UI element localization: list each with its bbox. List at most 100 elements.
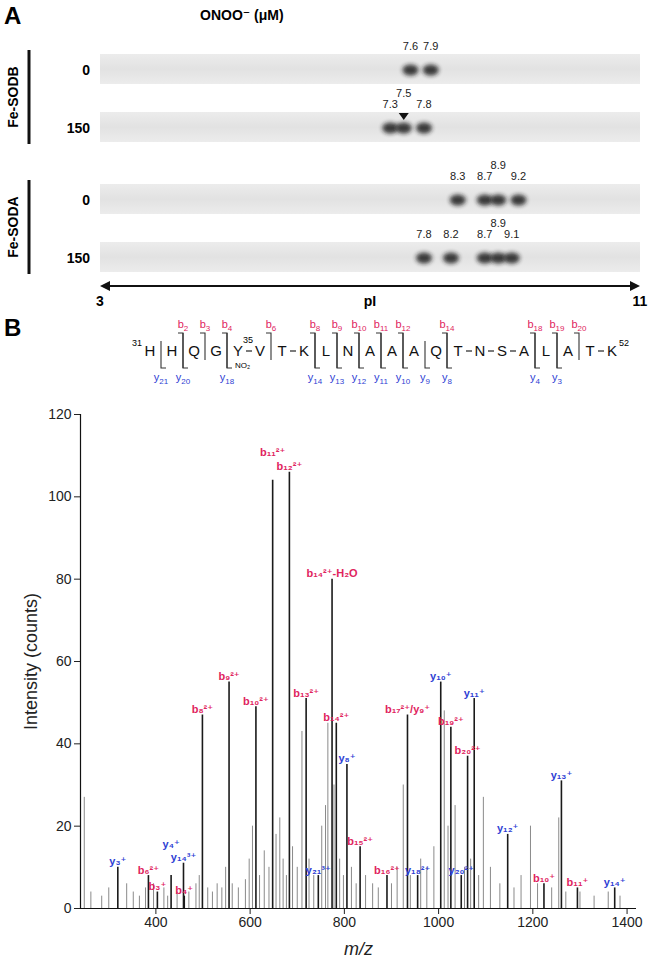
svg-text:T: T <box>453 342 462 359</box>
svg-text:b₈²⁺: b₈²⁺ <box>192 703 214 715</box>
svg-text:b₁₆²⁺: b₁₆²⁺ <box>374 864 400 876</box>
svg-text:150: 150 <box>67 120 91 136</box>
svg-text:b2: b2 <box>178 318 189 333</box>
svg-text:b4: b4 <box>222 318 233 333</box>
svg-text:Fe-SODA: Fe-SODA <box>5 196 21 257</box>
svg-text:N: N <box>343 342 354 359</box>
svg-text:b₃⁺: b₃⁺ <box>149 880 167 892</box>
svg-text:y₁₁⁺: y₁₁⁺ <box>464 687 485 699</box>
svg-text:7.9: 7.9 <box>423 40 438 52</box>
svg-text:b₁₃²⁺: b₁₃²⁺ <box>293 687 319 699</box>
svg-text:b₁₉²⁺: b₁₉²⁺ <box>438 715 464 727</box>
svg-text:100: 100 <box>48 488 72 504</box>
svg-text:A: A <box>365 342 375 359</box>
svg-text:b10: b10 <box>351 318 367 333</box>
svg-text:b₁₄²⁺-H₂O: b₁₄²⁺-H₂O <box>307 567 358 579</box>
svg-text:y14: y14 <box>308 371 323 386</box>
svg-text:y21: y21 <box>154 371 169 386</box>
svg-text:20: 20 <box>56 818 72 834</box>
svg-text:31: 31 <box>132 338 142 348</box>
svg-text:y4: y4 <box>530 371 541 386</box>
svg-text:b₁₅²⁺: b₁₅²⁺ <box>347 835 373 847</box>
svg-text:y10: y10 <box>396 371 411 386</box>
svg-text:52: 52 <box>619 338 629 348</box>
svg-text:Y: Y <box>233 342 243 359</box>
svg-text:y₁₃⁺: y₁₃⁺ <box>551 769 573 781</box>
svg-text:K: K <box>299 342 309 359</box>
svg-text:y₂₁³⁺: y₂₁³⁺ <box>306 864 331 876</box>
svg-text:b12: b12 <box>395 318 411 333</box>
svg-text:120: 120 <box>48 406 72 422</box>
svg-text:60: 60 <box>56 653 72 669</box>
svg-text:35: 35 <box>243 335 253 345</box>
svg-text:K: K <box>607 342 617 359</box>
svg-text:y8: y8 <box>442 371 453 386</box>
svg-text:y18: y18 <box>220 371 235 386</box>
svg-text:b14: b14 <box>439 318 455 333</box>
svg-text:800: 800 <box>333 914 357 930</box>
svg-text:G: G <box>210 342 222 359</box>
svg-text:7.6: 7.6 <box>403 40 418 52</box>
svg-text:Q: Q <box>430 342 442 359</box>
svg-text:A: A <box>4 2 21 29</box>
svg-text:Q: Q <box>188 342 200 359</box>
svg-text:11: 11 <box>633 293 648 309</box>
svg-text:b₁₇²⁺/y₉⁺: b₁₇²⁺/y₉⁺ <box>385 703 430 715</box>
svg-text:y3: y3 <box>552 371 563 386</box>
svg-text:b18: b18 <box>527 318 543 333</box>
svg-text:A: A <box>409 342 419 359</box>
svg-text:H: H <box>145 342 156 359</box>
svg-text:y13: y13 <box>330 371 345 386</box>
svg-text:8.7: 8.7 <box>477 228 492 240</box>
svg-text:y20: y20 <box>176 371 191 386</box>
svg-text:V: V <box>255 342 265 359</box>
svg-text:m/z: m/z <box>344 939 373 959</box>
svg-text:A: A <box>387 342 397 359</box>
svg-text:b8: b8 <box>310 318 321 333</box>
svg-text:0: 0 <box>64 900 72 916</box>
svg-text:b₉²⁺: b₉²⁺ <box>218 670 239 682</box>
svg-text:b₁₀⁺: b₁₀⁺ <box>533 872 555 884</box>
svg-text:b20: b20 <box>571 318 587 333</box>
svg-text:b₂₀²⁺: b₂₀²⁺ <box>455 744 481 756</box>
svg-text:y₁₂⁺: y₁₂⁺ <box>497 822 519 834</box>
svg-text:b₁₁²⁺: b₁₁²⁺ <box>260 446 285 458</box>
svg-text:b19: b19 <box>549 318 565 333</box>
svg-text:8.3: 8.3 <box>450 170 465 182</box>
svg-text:8.7: 8.7 <box>477 170 492 182</box>
svg-text:0: 0 <box>82 62 90 78</box>
svg-text:T: T <box>277 342 286 359</box>
svg-text:b3: b3 <box>200 318 211 333</box>
svg-text:7.8: 7.8 <box>416 228 431 240</box>
svg-text:8.2: 8.2 <box>443 228 458 240</box>
svg-text:9.2: 9.2 <box>511 170 526 182</box>
svg-text:y₁₄⁺: y₁₄⁺ <box>604 876 626 888</box>
svg-text:pI: pI <box>364 293 376 309</box>
svg-text:b₁₀²⁺: b₁₀²⁺ <box>243 695 269 707</box>
svg-text:1200: 1200 <box>517 914 548 930</box>
svg-text:NO₂: NO₂ <box>235 361 250 370</box>
svg-text:y11: y11 <box>374 371 388 386</box>
svg-text:B: B <box>4 314 21 341</box>
svg-text:b₆²⁺: b₆²⁺ <box>138 864 159 876</box>
svg-text:b₁₄²⁺: b₁₄²⁺ <box>323 711 349 723</box>
svg-text:S: S <box>497 342 507 359</box>
svg-text:y₂₀²⁺: y₂₀²⁺ <box>449 864 475 876</box>
svg-text:y12: y12 <box>352 371 367 386</box>
svg-text:y₁₄³⁺: y₁₄³⁺ <box>171 851 197 863</box>
svg-text:ONOO⁻ (μM): ONOO⁻ (μM) <box>200 7 284 23</box>
svg-text:1000: 1000 <box>423 914 454 930</box>
svg-text:b6: b6 <box>266 318 277 333</box>
svg-text:3: 3 <box>96 293 104 309</box>
svg-text:y₃⁺: y₃⁺ <box>109 855 126 867</box>
svg-text:y₈⁺: y₈⁺ <box>338 752 355 764</box>
svg-text:y₁₀⁺: y₁₀⁺ <box>430 670 452 682</box>
svg-text:b₄⁺: b₄⁺ <box>175 884 193 896</box>
svg-text:A: A <box>519 342 529 359</box>
svg-text:1400: 1400 <box>611 914 642 930</box>
svg-text:Fe-SODB: Fe-SODB <box>5 66 21 127</box>
svg-text:400: 400 <box>144 914 168 930</box>
svg-text:H: H <box>167 342 178 359</box>
svg-text:Intensity (counts): Intensity (counts) <box>21 593 41 730</box>
svg-text:b₁₁⁺: b₁₁⁺ <box>567 876 589 888</box>
